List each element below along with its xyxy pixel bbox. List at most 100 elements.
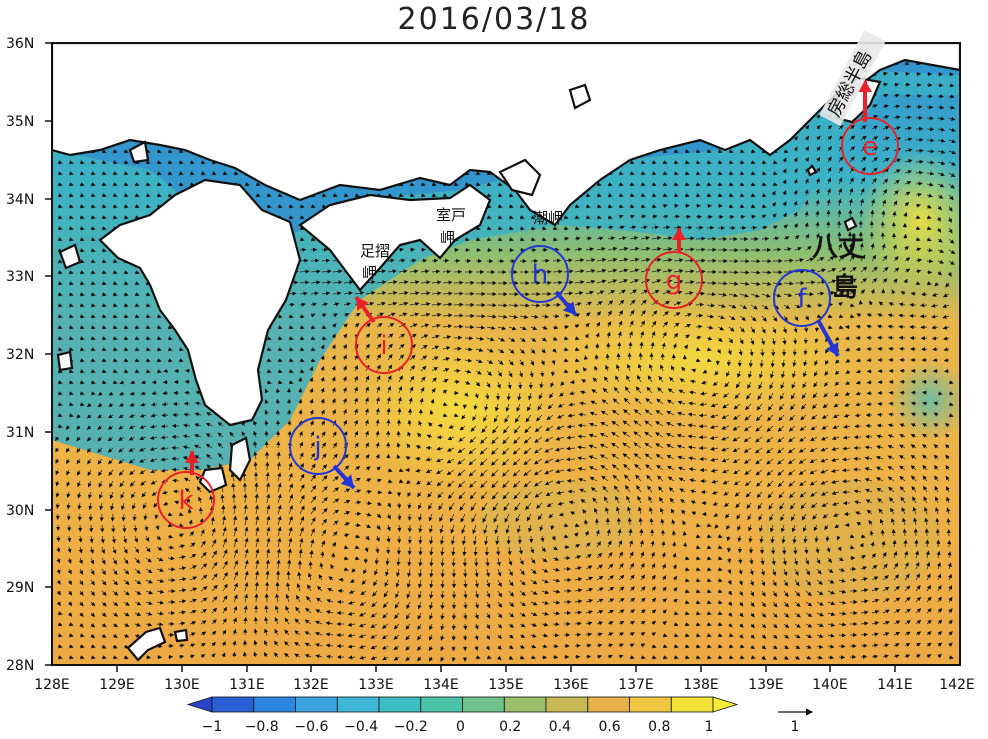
koshiki [56, 350, 74, 372]
current-vector [475, 171, 481, 176]
current-vector [596, 193, 602, 198]
current-vector [618, 182, 624, 187]
current-vector [167, 171, 173, 176]
current-vector [134, 171, 140, 176]
current-vector [552, 644, 559, 649]
current-vector [882, 125, 890, 130]
current-vector [451, 557, 456, 567]
lat-tick-label: 29N [6, 580, 34, 596]
warm-eddy-1 [350, 330, 570, 490]
colorbar-swatch [587, 696, 630, 713]
current-vector [761, 160, 767, 165]
colorbar-swatch [462, 696, 505, 713]
current-vector [936, 539, 941, 548]
current-vector [804, 189, 809, 196]
current-vector [156, 171, 162, 176]
lat-tick-label: 34N [6, 192, 34, 208]
current-vector [937, 161, 946, 166]
current-vector [618, 193, 624, 198]
current-vector [915, 181, 923, 186]
current-vector [893, 179, 900, 185]
current-vector [893, 126, 901, 131]
current-vector [816, 135, 821, 141]
current-vector [948, 116, 956, 121]
current-vector [161, 402, 169, 407]
current-vector [332, 193, 338, 198]
colorbar-swatch [545, 696, 589, 713]
current-vector [442, 193, 448, 198]
current-vector [871, 177, 877, 185]
marker-label: g [666, 266, 683, 296]
current-vector [771, 190, 776, 196]
current-vector [134, 193, 140, 198]
current-vector [684, 171, 690, 176]
current-vector [90, 160, 96, 165]
current-vector [673, 171, 679, 176]
warm-eddy-2 [530, 300, 870, 420]
current-vector [420, 193, 426, 198]
current-vector [673, 149, 679, 154]
current-vector [793, 135, 798, 141]
current-vector [189, 171, 195, 176]
current-vector [112, 149, 118, 154]
current-vector [695, 149, 701, 154]
current-vector [671, 353, 676, 361]
current-vector [904, 159, 913, 164]
current-vector [90, 193, 96, 198]
current-vector [486, 171, 492, 176]
current-vector [882, 93, 889, 98]
current-vector [793, 146, 798, 152]
lon-tick-label: 133E [358, 677, 394, 693]
current-vector [79, 171, 85, 176]
current-vector [662, 160, 668, 165]
current-vector [57, 160, 63, 165]
current-vector [926, 138, 935, 143]
current-vector [673, 193, 679, 198]
current-vector [937, 127, 946, 132]
current-vector [112, 160, 118, 165]
current-vector [90, 182, 96, 187]
lon-tick-label: 134E [423, 677, 459, 693]
current-vector [463, 634, 468, 641]
current-vector [266, 193, 272, 198]
latitude-axis: 28N 29N 30N 31N 32N 33N 34N 35N 36N [6, 36, 52, 674]
marker-label: e [862, 132, 878, 162]
current-vector [815, 177, 820, 185]
current-vector [838, 125, 844, 130]
lon-tick-label: 132E [293, 677, 329, 693]
colorbar-swatch [629, 696, 672, 713]
current-vector [893, 82, 900, 87]
current-vector [849, 156, 855, 163]
current-vector [565, 457, 576, 462]
current-vector [871, 104, 878, 109]
current-vector [629, 182, 635, 187]
muroto-label-a: 室戸 [436, 206, 466, 224]
colorbar-tick-label: 0.4 [549, 719, 571, 735]
current-vector [728, 270, 739, 275]
colorbar-tick-label: 0.6 [598, 719, 620, 735]
current-vector [902, 528, 907, 537]
current-vector [816, 114, 821, 119]
current-vector [431, 182, 437, 187]
current-vector [717, 171, 723, 176]
lon-tick-label: 128E [34, 677, 70, 693]
current-vector [860, 135, 867, 141]
current-vector [171, 467, 180, 472]
current-vector [706, 149, 712, 154]
colorbar-tick-label: −0.6 [294, 719, 328, 735]
colorbar-swatch [670, 696, 714, 713]
current-vector [640, 193, 646, 198]
current-vector [211, 160, 217, 165]
current-vector [662, 182, 668, 187]
current-vector [827, 135, 832, 141]
current-vector [750, 225, 757, 230]
muroto-label-b: 岬 [440, 229, 455, 247]
lat-tick-label: 31N [6, 425, 34, 441]
current-vector [79, 193, 85, 198]
current-vector [910, 379, 917, 384]
current-vector [101, 171, 107, 176]
current-vector [827, 177, 832, 185]
colorbar-tick-label: 1 [705, 719, 714, 735]
vector-scale-label: 1 [791, 719, 800, 735]
current-vector [629, 160, 635, 165]
